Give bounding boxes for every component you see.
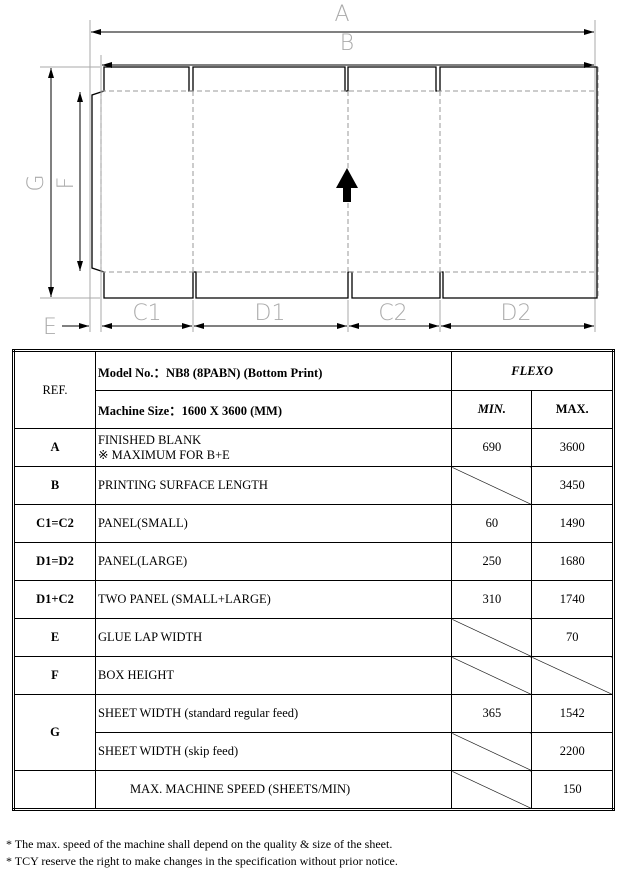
max-cell: 150: [531, 770, 614, 810]
max-cell: 1542: [531, 694, 614, 733]
desc-cell: GLUE LAP WIDTH: [94, 618, 453, 657]
table-row: E GLUE LAP WIDTH 70: [13, 618, 614, 657]
ref-cell: E: [13, 618, 96, 657]
max-cell: 2200: [531, 732, 614, 771]
max-cell: 1490: [531, 504, 614, 543]
ref-header: REF.: [13, 350, 96, 429]
ref-cell: B: [13, 466, 96, 505]
max-header: MAX.: [531, 390, 614, 429]
max-cell: 3450: [531, 466, 614, 505]
table-row: C1=C2 PANEL(SMALL) 60 1490: [13, 504, 614, 543]
max-cell: 1740: [531, 580, 614, 619]
footnote: * The max. speed of the machine shall de…: [6, 837, 393, 851]
max-cell-na: [531, 656, 614, 695]
min-cell-na: [451, 656, 533, 695]
label-f: F: [54, 177, 79, 190]
table-row: SHEET WIDTH (skip feed) 2200: [14, 732, 614, 771]
max-cell: 1680: [531, 542, 614, 581]
label-c2: C2: [378, 301, 407, 326]
min-cell: 690: [451, 428, 533, 467]
table-row: G SHEET WIDTH (standard regular feed) 36…: [13, 694, 614, 771]
model-number: Model No.：NB8 (8PABN) (Bottom Print): [94, 350, 453, 391]
table-row: A FINISHED BLANK ※ MAXIMUM FOR B+E 690 36…: [13, 428, 614, 467]
ref-cell: F: [13, 656, 96, 695]
table-row: D1+C2 TWO PANEL (SMALL+LARGE) 310 1740: [13, 580, 614, 619]
min-cell-na: [451, 466, 533, 505]
footnote: * TCY reserve the right to make changes …: [6, 854, 398, 868]
label-b: B: [340, 31, 354, 56]
ref-cell: G: [13, 694, 96, 771]
spec-table: REF. Model No.：NB8 (8PABN) (Bottom Print…: [12, 349, 615, 811]
max-cell: 3600: [531, 428, 614, 467]
min-cell: 250: [451, 542, 533, 581]
desc-cell: BOX HEIGHT: [94, 656, 453, 695]
desc-cell: SHEET WIDTH (standard regular feed): [94, 694, 453, 733]
min-header: MIN.: [451, 390, 533, 429]
desc-cell: MAX. MACHINE SPEED (SHEETS/MIN): [94, 770, 453, 810]
desc-text: FINISHED BLANK: [98, 432, 202, 447]
table-row: B PRINTING SURFACE LENGTH 3450: [13, 466, 614, 505]
table-row: F BOX HEIGHT: [13, 656, 614, 695]
min-cell: 310: [451, 580, 533, 619]
ref-cell: [13, 770, 96, 810]
desc-cell: TWO PANEL (SMALL+LARGE): [94, 580, 453, 619]
min-cell-na: [451, 770, 533, 810]
ref-cell: C1=C2: [13, 504, 96, 543]
desc-cell: PANEL(SMALL): [94, 504, 453, 543]
box-blank-diagram: A B G F E C1 D1 C2 D2: [24, 2, 599, 340]
machine-size: Machine Size：1600 X 3600 (MM): [94, 390, 453, 429]
label-e: E: [43, 315, 57, 340]
ref-cell: A: [13, 428, 96, 467]
max-cell: 70: [531, 618, 614, 657]
table-row: MAX. MACHINE SPEED (SHEETS/MIN) 150: [13, 770, 614, 810]
blank-outline: [91, 66, 598, 299]
min-cell: 365: [451, 694, 533, 733]
label-a: A: [334, 2, 349, 27]
footnotes: * The max. speed of the machine shall de…: [6, 836, 398, 870]
desc-cell: SHEET WIDTH (skip feed): [94, 732, 453, 771]
min-cell: 60: [451, 504, 533, 543]
min-cell-na: [451, 732, 533, 771]
feed-direction-arrow-icon: [336, 168, 358, 202]
process-header: FLEXO: [451, 350, 614, 391]
ref-cell: D1=D2: [13, 542, 96, 581]
table-row: D1=D2 PANEL(LARGE) 250 1680: [13, 542, 614, 581]
label-c1: C1: [132, 301, 161, 326]
label-d1: D1: [255, 301, 286, 326]
min-cell-na: [451, 618, 533, 657]
desc-note: ※ MAXIMUM FOR B+E: [98, 447, 230, 462]
desc-cell: PANEL(LARGE): [94, 542, 453, 581]
label-g: G: [24, 174, 49, 191]
desc-cell: PRINTING SURFACE LENGTH: [94, 466, 453, 505]
label-d2: D2: [501, 301, 532, 326]
ref-cell: D1+C2: [13, 580, 96, 619]
desc-cell: FINISHED BLANK ※ MAXIMUM FOR B+E: [94, 428, 453, 467]
